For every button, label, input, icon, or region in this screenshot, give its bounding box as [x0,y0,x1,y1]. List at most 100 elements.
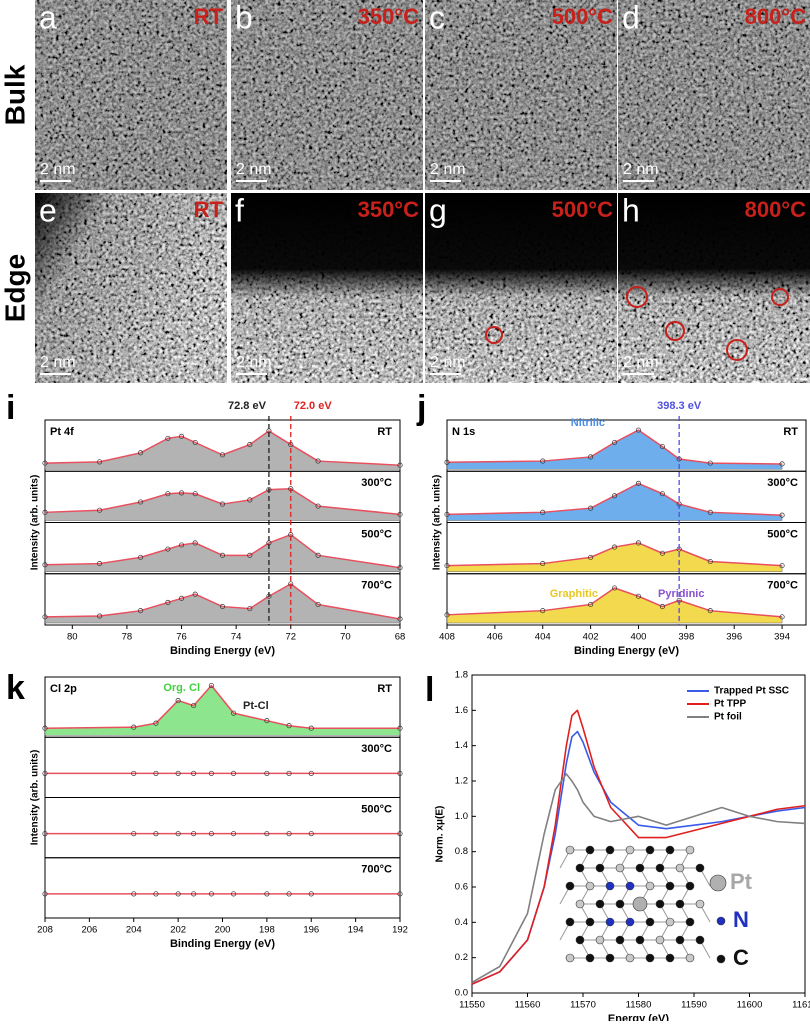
x-tick-label: 206 [81,925,97,936]
subpanel-frame [44,573,401,626]
spectrum-label: 300°C [361,743,392,755]
atom [585,845,595,855]
data-point [97,613,103,619]
spectrum-label: 500°C [767,528,798,540]
atom [685,953,695,963]
circle [665,321,685,341]
spectrum-label: 300°C [767,477,798,489]
circle [626,286,648,308]
subpanel-frame [446,573,807,626]
y-tick-label: 0.4 [455,917,468,928]
data-point [286,891,292,897]
data-point [175,770,181,776]
circle [485,326,503,344]
data-point [588,454,594,460]
temperature: 800°C [745,197,807,222]
x-tick-label: 76 [176,632,187,643]
x-tick-label: 404 [535,632,551,643]
data-point [588,505,594,511]
x-tick-label: 204 [126,925,142,936]
data-point [264,718,270,724]
element-label: Cl 2p [50,683,77,695]
data-point [208,891,214,897]
legend-label: Trapped Pt SSC [714,686,789,697]
panel-letter: f [235,192,244,228]
data-point [779,614,785,620]
atom [645,917,655,927]
atom [695,935,705,945]
data-point [178,433,185,439]
data-point [635,593,642,599]
data-point [315,601,321,608]
y-tick-label: 1.0 [455,811,468,822]
highlight-circles [485,286,789,361]
subpanel-frame [44,857,401,919]
data-point [444,563,450,569]
data-point [286,831,292,837]
data-point [779,461,785,467]
spectrum-label: 500°C [361,803,392,815]
data-point [208,682,214,689]
xanes-line [471,773,806,984]
data-point [707,509,713,515]
data-point [138,554,144,560]
x-tick-label: 11590 [681,1000,707,1011]
data-point [540,561,546,567]
temperature: 500°C [552,197,614,222]
atom [575,863,585,873]
x-tick-label: 402 [583,632,599,643]
atom [675,935,685,945]
peak-annotation: Pyridinic [658,588,704,600]
atom [645,953,655,963]
x-tick-label: 398 [678,632,694,643]
data-point [779,512,785,518]
data-point [397,891,403,897]
fit-line [446,429,783,465]
x-tick-label: 11600 [737,1000,763,1011]
data-point [165,546,171,552]
atom [615,935,625,945]
legend-label: Pt foil [714,712,742,723]
data-point [264,891,270,897]
data-point [131,891,137,897]
atom [645,845,655,855]
data-point [540,458,546,464]
vacuum [231,193,423,383]
atom [595,935,605,945]
temperature: 500°C [552,4,614,29]
x-tick-label: 11550 [459,1000,485,1011]
circle [771,288,789,306]
peak-annotation: Org. Cl [163,682,200,694]
spectrum-label: 500°C [361,528,392,540]
data-point [397,725,403,731]
data-point [611,493,618,499]
data-point [192,591,198,597]
data-point [42,725,48,731]
row-label: Bulk [0,64,30,125]
y-axis-title: Intensity (arb. units) [30,750,41,846]
micrograph [35,0,227,190]
x-tick-label: 78 [122,632,133,643]
y-tick-label: 0.0 [455,988,468,999]
data-point [219,604,226,610]
data-point [178,542,185,548]
circle [726,339,748,361]
data-point [178,490,185,496]
data-point [131,831,137,837]
panel-letter: j [416,389,426,427]
reference-label: 398.3 eV [657,400,702,412]
atom [625,881,635,891]
data-point [308,725,314,731]
subpanel-frame [44,736,401,798]
fit-line [44,533,401,569]
data-point [42,509,48,515]
atom [685,917,695,927]
data-point [208,831,214,837]
atom [655,863,665,873]
panel-letter: a [39,0,57,35]
data-point [247,606,253,612]
component-area [446,483,783,521]
data-point [397,770,403,776]
peak-annotation: Pt-Cl [243,700,269,712]
